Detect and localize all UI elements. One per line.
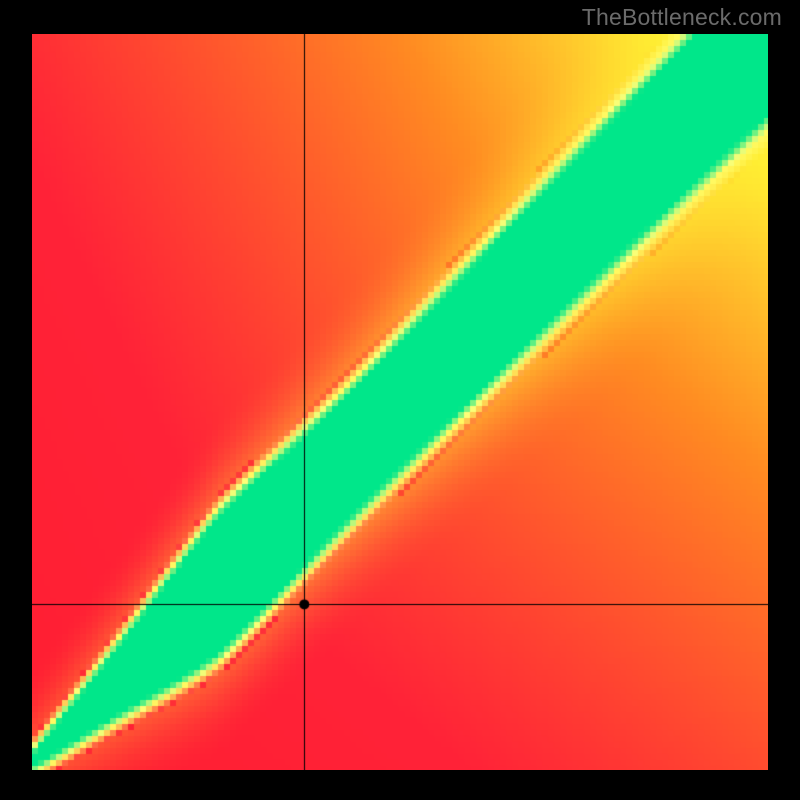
watermark-text: TheBottleneck.com xyxy=(582,4,782,31)
heatmap-canvas xyxy=(32,34,768,770)
chart-container: TheBottleneck.com xyxy=(0,0,800,800)
heatmap-plot xyxy=(32,34,768,770)
